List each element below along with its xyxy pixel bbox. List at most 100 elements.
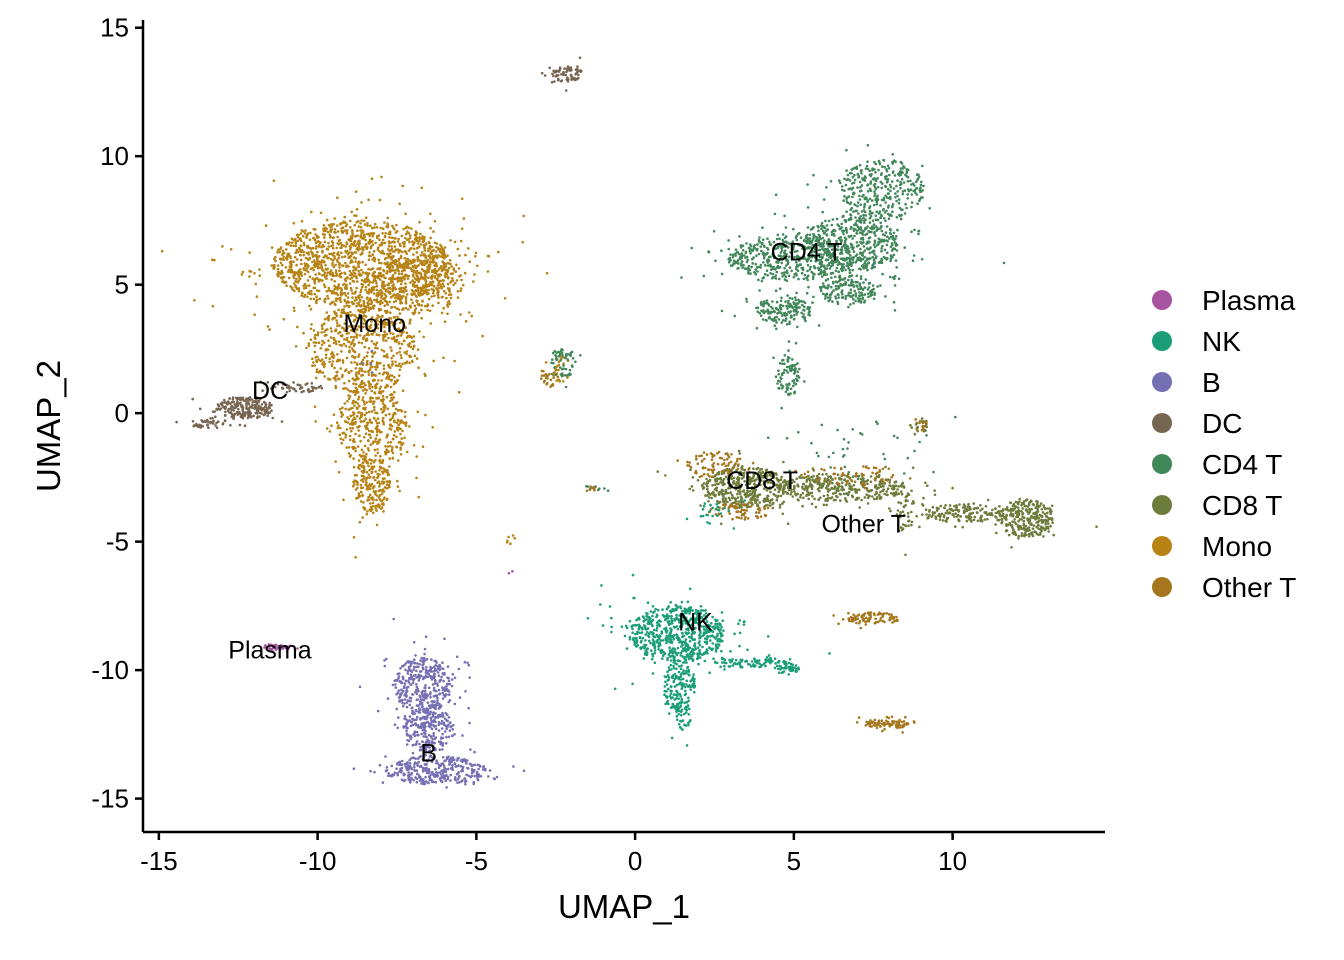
data-point bbox=[382, 503, 385, 507]
data-point bbox=[309, 389, 313, 393]
data-point bbox=[782, 254, 786, 258]
data-point bbox=[783, 271, 786, 274]
data-point bbox=[292, 381, 295, 384]
data-point bbox=[814, 256, 817, 260]
data-point bbox=[862, 216, 865, 220]
data-point bbox=[845, 196, 848, 199]
data-point bbox=[459, 239, 463, 243]
data-point bbox=[319, 384, 323, 388]
data-point bbox=[380, 241, 384, 244]
data-point bbox=[274, 255, 277, 259]
data-point bbox=[311, 277, 315, 280]
data-point bbox=[416, 410, 420, 414]
data-point bbox=[442, 289, 446, 293]
data-point bbox=[355, 362, 359, 365]
data-point bbox=[843, 195, 846, 198]
data-point bbox=[847, 195, 851, 198]
data-point bbox=[819, 245, 823, 248]
data-point bbox=[872, 223, 876, 226]
data-point bbox=[403, 325, 407, 328]
data-point bbox=[886, 235, 889, 238]
data-point bbox=[389, 296, 393, 299]
data-point bbox=[388, 300, 392, 304]
data-point bbox=[809, 259, 813, 263]
data-point bbox=[389, 441, 393, 444]
data-point bbox=[871, 178, 875, 181]
data-point bbox=[808, 233, 812, 237]
data-point bbox=[314, 300, 318, 303]
data-point bbox=[270, 246, 274, 249]
data-point bbox=[773, 324, 777, 328]
data-point bbox=[921, 196, 924, 199]
data-point bbox=[392, 293, 396, 296]
data-point bbox=[788, 296, 792, 300]
data-point bbox=[786, 294, 789, 297]
data-point bbox=[852, 181, 856, 185]
data-point bbox=[848, 257, 851, 261]
data-point bbox=[429, 263, 432, 266]
data-point bbox=[867, 295, 870, 299]
data-point bbox=[824, 219, 827, 223]
data-point bbox=[319, 211, 323, 215]
data-point bbox=[352, 536, 356, 539]
data-point bbox=[369, 443, 373, 447]
data-point bbox=[382, 467, 386, 471]
data-point bbox=[303, 232, 307, 235]
data-point bbox=[900, 170, 903, 173]
data-point bbox=[871, 211, 874, 215]
data-point bbox=[393, 271, 397, 275]
data-point bbox=[864, 278, 868, 281]
data-point bbox=[788, 383, 791, 386]
data-point bbox=[331, 263, 334, 267]
data-point bbox=[366, 421, 370, 425]
data-point bbox=[348, 395, 352, 398]
data-point bbox=[889, 259, 892, 263]
data-point bbox=[899, 180, 902, 184]
data-point bbox=[310, 210, 313, 214]
data-point bbox=[915, 173, 919, 176]
data-point bbox=[375, 397, 378, 400]
data-point bbox=[382, 281, 386, 284]
data-point bbox=[398, 242, 402, 246]
data-point bbox=[332, 376, 336, 380]
data-point bbox=[362, 420, 366, 423]
data-point bbox=[340, 350, 343, 353]
data-point bbox=[861, 177, 864, 180]
data-point bbox=[766, 274, 769, 277]
data-point bbox=[395, 401, 399, 404]
data-point bbox=[279, 276, 283, 280]
data-point bbox=[852, 301, 855, 305]
data-point bbox=[371, 373, 374, 377]
data-point bbox=[796, 232, 800, 236]
data-point bbox=[391, 398, 394, 401]
data-point bbox=[397, 423, 401, 427]
data-point bbox=[735, 260, 739, 264]
data-point bbox=[791, 297, 794, 300]
data-point bbox=[403, 277, 406, 281]
data-point bbox=[339, 241, 343, 245]
data-point bbox=[227, 407, 230, 411]
data-point bbox=[566, 376, 569, 379]
data-point bbox=[875, 203, 879, 206]
data-point bbox=[366, 447, 370, 450]
data-point bbox=[740, 260, 744, 263]
data-point bbox=[297, 275, 301, 278]
data-point bbox=[405, 252, 409, 255]
data-point bbox=[397, 259, 400, 262]
data-point bbox=[497, 250, 500, 254]
data-point bbox=[327, 297, 330, 300]
data-point bbox=[441, 282, 445, 286]
data-point bbox=[383, 221, 386, 224]
data-point bbox=[361, 260, 364, 264]
data-point bbox=[345, 265, 348, 269]
data-point bbox=[381, 301, 384, 305]
data-point bbox=[403, 415, 407, 419]
data-point bbox=[280, 263, 284, 267]
data-point bbox=[404, 301, 408, 305]
data-point bbox=[851, 237, 854, 240]
data-point bbox=[791, 379, 794, 383]
data-point bbox=[550, 80, 554, 84]
data-point bbox=[419, 291, 422, 295]
data-point bbox=[349, 273, 352, 277]
data-point bbox=[786, 371, 790, 374]
